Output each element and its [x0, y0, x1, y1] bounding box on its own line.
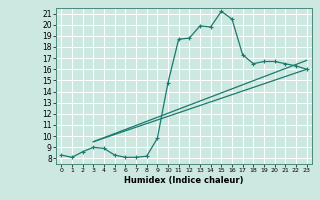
- X-axis label: Humidex (Indice chaleur): Humidex (Indice chaleur): [124, 176, 244, 185]
